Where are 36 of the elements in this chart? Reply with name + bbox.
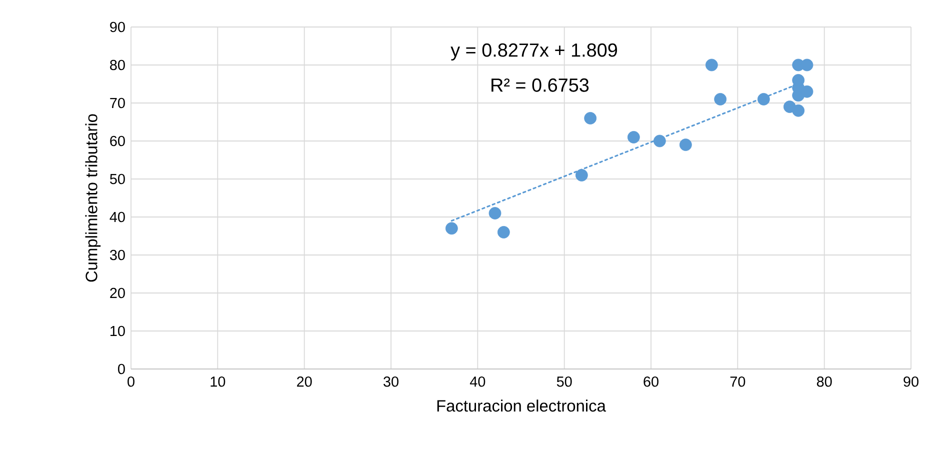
annotation: R² = 0.6753 (492, 78, 589, 92)
x-tick-label: 30 (384, 376, 398, 387)
y-tick-label: 10 (110, 326, 125, 336)
point (575, 169, 588, 182)
x-tick-label: 0 (128, 376, 134, 387)
x-tick-label: 70 (730, 376, 746, 387)
x-tick-label: 60 (644, 376, 658, 387)
point (627, 131, 640, 144)
x-tick-label: 90 (904, 376, 918, 387)
point (445, 222, 458, 235)
point (705, 58, 718, 72)
y-tick-label: 80 (110, 60, 125, 70)
point (497, 226, 510, 238)
y-tick-label: 30 (110, 250, 125, 260)
y-tick-label: 20 (110, 288, 125, 298)
point (653, 134, 666, 148)
y-tick-label: 50 (110, 174, 125, 184)
x-tick-label: 50 (556, 376, 572, 387)
y-tick-label: 60 (110, 136, 125, 146)
y-tick-label: 70 (110, 98, 125, 108)
y-tick-label: 90 (110, 22, 125, 32)
y-tick-label: 40 (110, 212, 125, 222)
x-axis-title: Facturacion electronica (437, 400, 606, 412)
point (488, 207, 502, 220)
y-tick-label: 0 (118, 364, 125, 374)
x-tick-label: 80 (816, 376, 832, 387)
annotation: y = 0.8277x + 1.809 (450, 43, 617, 61)
point (584, 112, 597, 124)
x-tick-label: 40 (470, 376, 486, 387)
point (792, 104, 805, 117)
point (757, 92, 770, 106)
point (714, 92, 727, 106)
x-tick-label: 10 (210, 376, 226, 387)
point (679, 138, 692, 151)
y-axis-title: Cumplimiento tributario (85, 114, 101, 282)
x-tick-label: 20 (297, 376, 312, 387)
